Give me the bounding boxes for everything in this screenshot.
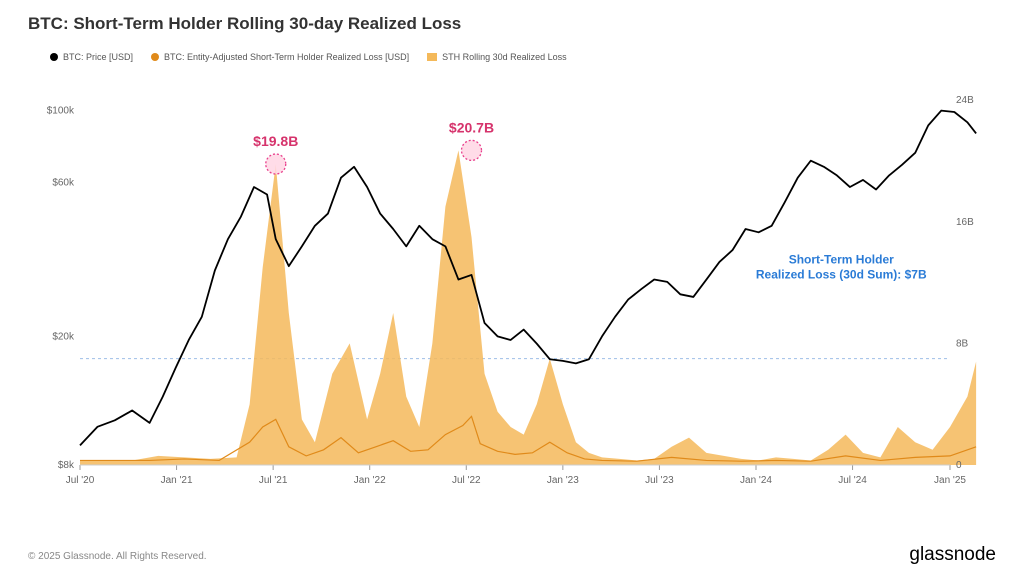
svg-text:Jul '22: Jul '22 — [452, 475, 481, 486]
copyright: © 2025 Glassnode. All Rights Reserved. — [28, 551, 207, 562]
svg-text:$20k: $20k — [52, 331, 75, 342]
glassnode-logo: glassnode — [909, 544, 996, 566]
svg-text:$8k: $8k — [58, 460, 75, 471]
svg-text:Jan '22: Jan '22 — [354, 475, 386, 486]
svg-text:Jan '25: Jan '25 — [934, 475, 966, 486]
legend-item-ea-loss: BTC: Entity-Adjusted Short-Term Holder R… — [151, 52, 409, 62]
svg-text:24B: 24B — [956, 95, 974, 106]
legend-dot-price — [50, 53, 58, 61]
svg-text:16B: 16B — [956, 217, 974, 228]
chart-title: BTC: Short-Term Holder Rolling 30-day Re… — [28, 14, 461, 34]
svg-text:$60k: $60k — [52, 177, 75, 188]
svg-text:$19.8B: $19.8B — [253, 133, 298, 149]
svg-text:Jul '23: Jul '23 — [645, 475, 674, 486]
svg-text:Short-Term Holder: Short-Term Holder — [789, 253, 894, 267]
svg-text:0: 0 — [956, 460, 962, 471]
chart-svg: $8k $20k $60k $100k 0 8B 16B 24B Jul '20 Jan '21 J… — [50, 75, 980, 505]
chart-area: $8k $20k $60k $100k 0 8B 16B 24B Jul '20 Jan '21 J… — [50, 75, 980, 505]
svg-text:Realized Loss (30d Sum): $7B: Realized Loss (30d Sum): $7B — [756, 268, 927, 282]
svg-text:$100k: $100k — [47, 106, 75, 117]
svg-text:Jan '21: Jan '21 — [161, 475, 193, 486]
svg-text:$20.7B: $20.7B — [449, 119, 494, 135]
svg-text:Jul '21: Jul '21 — [259, 475, 288, 486]
svg-text:8B: 8B — [956, 338, 969, 349]
legend: BTC: Price [USD] BTC: Entity-Adjusted Sh… — [50, 52, 567, 62]
legend-dot-ea-loss — [151, 53, 159, 61]
legend-label: STH Rolling 30d Realized Loss — [442, 52, 567, 62]
svg-text:Jul '24: Jul '24 — [838, 475, 867, 486]
svg-text:Jul '20: Jul '20 — [66, 475, 95, 486]
chart-root: BTC: Short-Term Holder Rolling 30-day Re… — [0, 0, 1024, 576]
legend-item-sth: STH Rolling 30d Realized Loss — [427, 52, 567, 62]
legend-item-price: BTC: Price [USD] — [50, 52, 133, 62]
svg-text:Jan '24: Jan '24 — [740, 475, 772, 486]
legend-label: BTC: Entity-Adjusted Short-Term Holder R… — [164, 52, 409, 62]
legend-label: BTC: Price [USD] — [63, 52, 133, 62]
legend-sq-sth — [427, 53, 437, 61]
svg-text:Jan '23: Jan '23 — [547, 475, 579, 486]
